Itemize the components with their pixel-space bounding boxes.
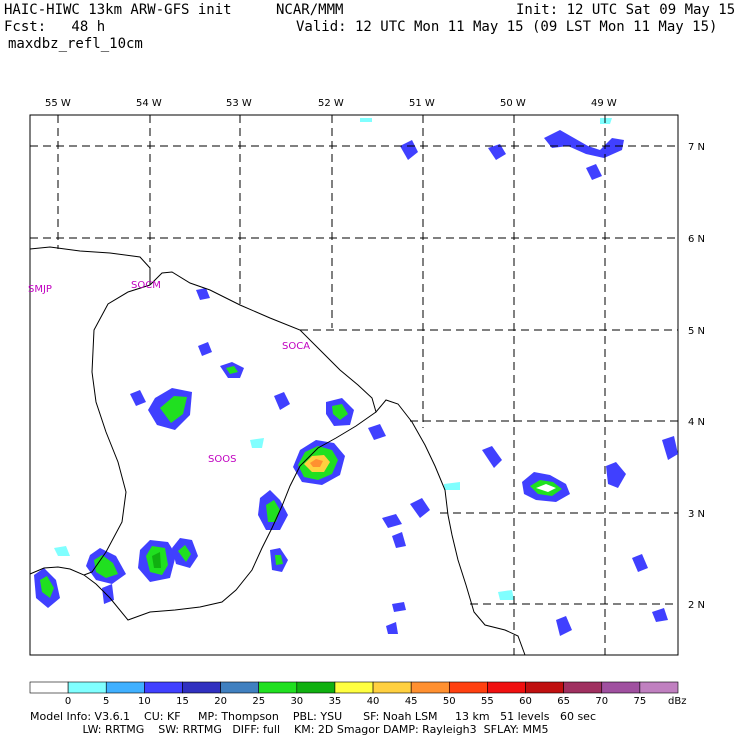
colorbar-tick-label: 30 <box>290 696 303 707</box>
colorbar-swatch <box>410 681 450 694</box>
colorbar-swatch <box>525 681 564 694</box>
colorbar-tick-label: 70 <box>595 696 608 707</box>
colorbar-swatch <box>29 681 69 694</box>
colorbar-tick-label: 20 <box>214 696 227 707</box>
valid-time: Valid: 12 UTC Mon 11 May 15 (09 LST Mon … <box>296 19 718 35</box>
station-label: SMJP <box>28 284 52 295</box>
colorbar <box>29 681 679 694</box>
field-name: maxdbz_refl_10cm <box>8 36 143 52</box>
lon-label: 52 W <box>318 98 344 109</box>
colorbar-swatch <box>372 681 412 694</box>
lon-label: 54 W <box>136 98 162 109</box>
longitude-labels: 55 W 54 W 53 W 52 W 51 W 50 W 49 W <box>45 98 617 109</box>
colorbar-tick-label: 65 <box>557 696 570 707</box>
colorbar-tick-label: 10 <box>138 696 151 707</box>
colorbar-tick-label: 50 <box>443 696 456 707</box>
model-info-line-2: LW: RRTMG SW: RRTMG DIFF: full KM: 2D Sm… <box>30 723 549 736</box>
colorbar-tick-label: 40 <box>367 696 380 707</box>
lat-label: 4 N <box>688 417 705 428</box>
lat-lon-grid <box>30 115 678 655</box>
colorbar-swatch <box>258 681 298 694</box>
colorbar-swatch <box>563 681 603 694</box>
lat-label: 6 N <box>688 234 705 245</box>
colorbar-swatch <box>448 681 488 694</box>
lon-label: 51 W <box>409 98 435 109</box>
colorbar-swatch <box>639 681 679 694</box>
colorbar-tick-label: 75 <box>634 696 647 707</box>
forecast-hour: Fcst: 48 h <box>4 19 106 35</box>
storm-cell <box>34 568 60 608</box>
colorbar-swatch <box>334 681 374 694</box>
colorbar-swatch <box>105 681 145 694</box>
organization: NCAR/MMM <box>276 2 344 18</box>
reflectivity-cells <box>34 118 678 636</box>
colorbar-swatch <box>296 681 336 694</box>
init-time: Init: 12 UTC Sat 09 May 15 <box>516 2 736 18</box>
lat-label: 7 N <box>688 142 705 153</box>
lat-label: 3 N <box>688 509 705 520</box>
colorbar-ticks: 0 5 10 15 20 25 30 35 40 45 50 55 60 65 70 75 <box>65 696 646 707</box>
colorbar-swatch <box>487 681 526 694</box>
storm-cell <box>258 490 288 572</box>
colorbar-tick-label: 60 <box>519 696 532 707</box>
colorbar-tick-label: 0 <box>65 696 71 707</box>
map-frame <box>29 114 679 656</box>
lon-label: 49 W <box>591 98 617 109</box>
colorbar-swatch <box>182 681 221 694</box>
station-label: SOCM <box>131 280 161 291</box>
colorbar-unit: dBz <box>668 696 686 707</box>
lon-label: 53 W <box>226 98 252 109</box>
station-label: SOOS <box>208 454 236 465</box>
station-label: SOCA <box>282 341 310 352</box>
lon-label: 50 W <box>500 98 526 109</box>
colorbar-tick-label: 55 <box>481 696 494 707</box>
lat-label: 2 N <box>688 600 705 611</box>
colorbar-tick-label: 5 <box>103 696 109 707</box>
colorbar-tick-label: 35 <box>329 696 342 707</box>
colorbar-tick-label: 15 <box>176 696 189 707</box>
colorbar-swatch <box>144 681 183 694</box>
model-info-line-1: Model Info: V3.6.1 CU: KF MP: Thompson P… <box>30 710 597 723</box>
colorbar-swatch <box>220 681 260 694</box>
storm-cell <box>148 388 192 430</box>
storm-cell <box>326 398 354 426</box>
model-title: HAIC-HIWC 13km ARW-GFS init <box>4 2 232 18</box>
station-labels: SMJP SOCM SOCA SOOS <box>28 280 310 465</box>
colorbar-tick-label: 45 <box>405 696 418 707</box>
coastlines <box>29 246 526 656</box>
lat-label: 5 N <box>688 326 705 337</box>
storm-cell <box>522 472 570 502</box>
colorbar-swatch <box>601 681 641 694</box>
colorbar-swatch <box>67 681 107 694</box>
latitude-labels: 7 N 6 N 5 N 4 N 3 N 2 N <box>688 142 705 611</box>
storm-cell <box>293 440 345 485</box>
storm-cell <box>138 538 198 582</box>
colorbar-tick-label: 25 <box>252 696 265 707</box>
lon-label: 55 W <box>45 98 71 109</box>
